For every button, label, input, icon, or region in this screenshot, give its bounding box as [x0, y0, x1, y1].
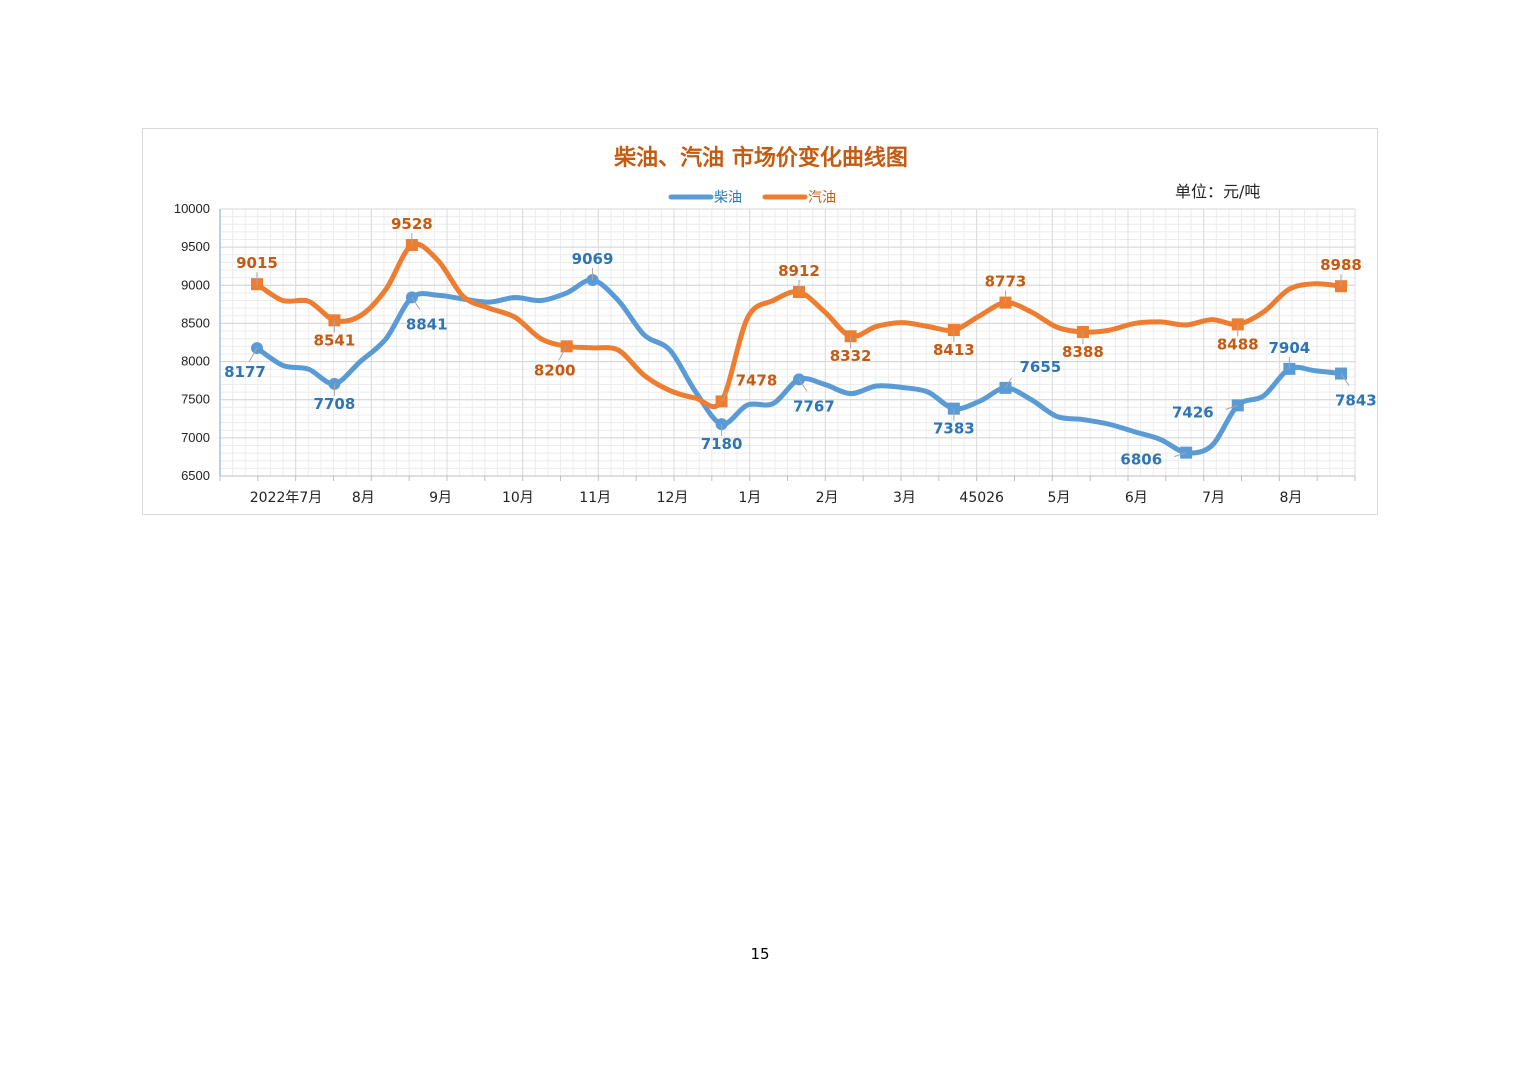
- x-tick-label: 8月: [352, 490, 375, 506]
- gasoline-data-label: 8912: [778, 262, 820, 280]
- diesel-data-label: 6806: [1120, 451, 1162, 469]
- gasoline-label-leader: [721, 391, 729, 402]
- x-tick-label: 9月: [429, 490, 452, 506]
- x-tick-label: 6月: [1125, 490, 1148, 506]
- gasoline-data-label: 8332: [830, 347, 872, 365]
- diesel-label-leader: [798, 379, 808, 392]
- diesel-data-label: 9069: [572, 250, 614, 268]
- gasoline-data-label: 9528: [391, 215, 433, 233]
- y-axis-ticks: 10000 9500 9000 8500 8000 7500 7000 6500: [174, 201, 210, 483]
- y-tick-label: 7000: [181, 430, 210, 445]
- legend-label-diesel: 柴油: [714, 190, 742, 206]
- gasoline-data-label: 8773: [985, 273, 1027, 291]
- diesel-label-leader: [1225, 404, 1238, 410]
- diesel-data-label: 7655: [1019, 358, 1061, 376]
- y-tick-label: 10000: [174, 201, 210, 216]
- axes: [219, 209, 1356, 481]
- grid-minor: [219, 208, 1356, 477]
- data-labels: 8177 7708 8841 9069 7180 7767 7383 7655 6806 7426…: [224, 215, 1377, 469]
- diesel-marker: [251, 342, 263, 355]
- diesel-data-label: 7708: [314, 395, 356, 413]
- x-axis-ticks: 2022年7月 8月 9月 10月 11月 12月 1月 2月 3月 45026 5月 6月 7月 8月: [250, 490, 1303, 506]
- x-tick-label: 7月: [1202, 490, 1225, 506]
- legend: 柴油 汽油: [668, 190, 836, 206]
- diesel-data-label: 7180: [701, 435, 743, 453]
- gasoline-data-label: 8988: [1320, 256, 1362, 274]
- x-tick-label: 2022年7月: [250, 490, 323, 506]
- diesel-data-label: 7383: [933, 420, 975, 438]
- diesel-label-leader: [1173, 452, 1187, 458]
- chart-title: 柴油、汽油 市场价变化曲线图: [613, 145, 908, 171]
- x-tick-label: 11月: [579, 490, 611, 506]
- y-tick-label: 7500: [181, 392, 210, 407]
- diesel-label-leader: [411, 297, 421, 310]
- y-tick-label: 9000: [181, 277, 210, 292]
- gasoline-data-label: 7478: [736, 371, 778, 389]
- y-tick-label: 8000: [181, 354, 210, 369]
- gasoline-marker: [328, 314, 341, 327]
- x-tick-label: 8月: [1279, 490, 1302, 506]
- x-tick-label: 1月: [738, 490, 761, 506]
- diesel-label-leader: [248, 347, 258, 363]
- line-chart: 柴油、汽油 市场价变化曲线图 单位：元/吨 柴油 汽油 10000 9500 9000…: [174, 145, 1377, 506]
- unit-label: 单位：元/吨: [1175, 182, 1260, 201]
- diesel-data-label: 7426: [1172, 403, 1214, 421]
- page-number: 15: [750, 945, 770, 963]
- gasoline-data-label: 8388: [1062, 343, 1104, 361]
- diesel-data-label: 8841: [406, 315, 448, 333]
- gasoline-label-leader: [558, 346, 568, 361]
- gasoline-data-label: 8200: [534, 361, 576, 379]
- diesel-label-leader: [1005, 377, 1012, 389]
- x-tick-label: 12月: [657, 490, 689, 506]
- gasoline-data-label: 8541: [314, 331, 356, 349]
- x-tick-label: 3月: [893, 490, 916, 506]
- x-tick-label: 2月: [816, 490, 839, 506]
- gasoline-marker: [405, 239, 418, 252]
- diesel-data-label: 7843: [1335, 392, 1377, 410]
- diesel-data-label: 7767: [793, 397, 835, 415]
- gasoline-marker: [560, 340, 573, 353]
- x-tick-label: 5月: [1048, 490, 1071, 506]
- y-tick-label: 9500: [181, 239, 210, 254]
- legend-label-gasoline: 汽油: [808, 190, 836, 206]
- y-tick-label: 6500: [181, 468, 210, 483]
- diesel-label-leader: [1340, 373, 1350, 386]
- gasoline-data-label: 8488: [1217, 335, 1259, 353]
- diesel-data-label: 8177: [224, 363, 266, 381]
- y-tick-label: 8500: [181, 315, 210, 330]
- x-tick-label: 45026: [959, 490, 1004, 506]
- x-tick-label: 10月: [502, 490, 534, 506]
- gasoline-data-label: 9015: [236, 254, 278, 272]
- chart-frame: 柴油、汽油 市场价变化曲线图 单位：元/吨 柴油 汽油 10000 9500 9000…: [142, 128, 1378, 515]
- gasoline-data-label: 8413: [933, 341, 975, 359]
- diesel-data-label: 7904: [1269, 339, 1311, 357]
